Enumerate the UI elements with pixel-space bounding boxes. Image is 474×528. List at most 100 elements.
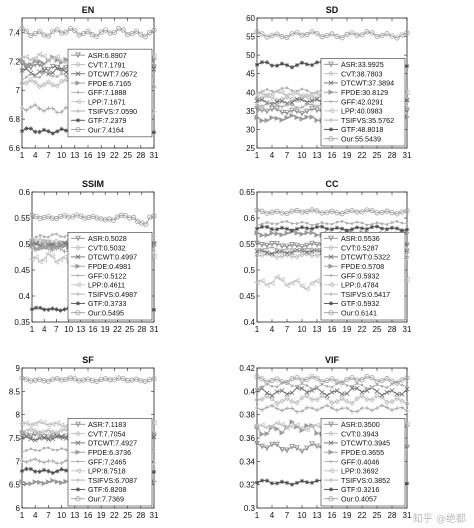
data-point [37,469,42,474]
data-point [279,109,285,116]
legend-marker [328,235,334,242]
legend-label: DTCWT:0.4997 [88,253,137,262]
y-tick-label: 6 [16,504,21,513]
data-point [304,209,310,215]
data-point [380,222,384,225]
data-point [55,129,60,134]
legend-box [67,417,153,507]
legend-label: Our:0.5495 [88,309,124,318]
data-point [51,74,55,78]
data-point [72,28,78,34]
data-point [309,480,315,486]
legend-label: ASR:0.5536 [341,234,380,243]
x-tick-label: 7 [285,511,290,520]
data-point [49,63,56,70]
data-point [330,222,334,226]
x-tick-label: 1 [255,151,260,160]
data-point [284,250,290,256]
data-point [404,97,410,104]
data-point [46,458,51,464]
chart-title: SF [82,355,94,365]
data-point [289,100,295,105]
x-tick-label: 28 [137,325,146,334]
legend-label: FPDE:6.3736 [88,448,131,457]
series-path [256,395,408,405]
data-point [279,225,285,231]
y-tick-label: 0.5 [244,266,256,275]
data-point [289,31,295,37]
data-point [41,435,47,441]
data-point [274,115,280,122]
chart-title: CC [326,179,339,189]
series-line [254,29,410,41]
data-point [33,247,39,253]
data-point [289,112,295,119]
data-point [379,226,385,231]
data-point [85,376,91,382]
series-path [21,377,155,382]
data-point [36,430,43,436]
data-point [54,53,60,60]
data-point [50,248,55,253]
legend-marker [328,136,334,142]
data-point [33,129,38,134]
data-point [354,385,360,391]
data-point [264,393,270,399]
data-point [274,241,280,247]
y-tick-label: 35 [246,107,255,116]
x-tick-label: 1 [255,511,260,520]
data-point [20,78,24,82]
legend-marker [328,421,334,428]
legend-label: GFF:0.4046 [341,457,379,466]
series-path [21,28,155,38]
data-point [24,466,29,472]
legend-marker [75,61,81,68]
x-tick-label: 1 [20,151,25,160]
legend: ASR:0.3500CVT:0.3943DTCWT:0.3945FPDE:0.3… [320,417,406,507]
data-point [63,76,69,83]
data-point [364,373,370,380]
data-point [254,480,260,485]
y-tick-label: 0.38 [239,411,255,420]
data-point [78,213,84,219]
data-point [36,51,43,58]
data-point [152,75,156,78]
data-point [364,207,370,213]
data-point [23,376,29,382]
data-point [289,482,295,487]
legend-label: ASR:7.1183 [88,420,126,429]
data-point [42,235,46,239]
data-point [309,98,315,104]
data-point [270,384,274,388]
data-point [279,479,285,484]
data-point [344,405,350,411]
data-point [399,377,405,383]
data-point [360,221,364,225]
data-point [405,384,409,388]
data-point [359,209,365,215]
data-point [285,86,289,90]
data-point [46,235,50,239]
data-point [260,222,264,226]
data-point [274,400,280,407]
data-point [53,238,60,244]
data-point [19,428,25,434]
data-point [23,420,29,427]
data-point [32,479,39,485]
legend-marker [74,98,81,105]
data-point [354,409,360,414]
data-point [294,254,300,260]
data-point [19,468,25,474]
y-tick-label: 30 [246,125,255,134]
data-point [273,420,280,426]
data-point [259,232,265,238]
data-point [54,433,60,439]
data-point [138,31,144,37]
data-point [41,61,47,67]
data-point [33,240,39,246]
data-point [19,67,25,73]
data-point [344,398,350,405]
data-point [289,253,295,260]
data-point [23,28,29,34]
data-point [285,220,289,223]
